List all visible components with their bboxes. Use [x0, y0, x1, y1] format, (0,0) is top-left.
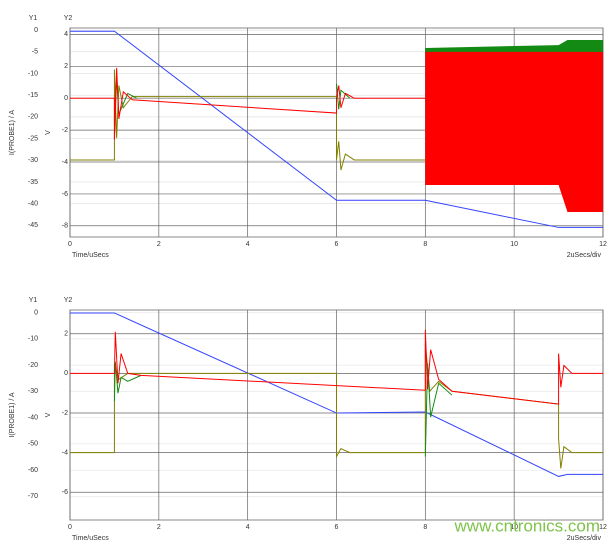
- y2-tick-label: -2: [62, 410, 68, 417]
- x-title: Time/uSecs: [72, 535, 109, 542]
- x-title: Time/uSecs: [72, 252, 109, 259]
- x-tick-label: 0: [68, 241, 72, 248]
- y1-tick-label: -40: [28, 414, 38, 421]
- y1-tick-label: -35: [28, 179, 38, 186]
- y2-tick-label: -8: [62, 223, 68, 230]
- y1-tick-label: -30: [28, 388, 38, 395]
- y1-tick-label: -15: [28, 92, 38, 99]
- x-scale: 2uSecs/div: [567, 252, 602, 259]
- y2-tick-label: -4: [62, 449, 68, 456]
- trace: [113, 361, 453, 457]
- watermark: www.cntronics.com: [454, 516, 600, 535]
- y1-tick-label: -40: [28, 200, 38, 207]
- x-tick-label: 4: [246, 241, 250, 248]
- y2-label: Y2: [64, 297, 73, 304]
- y1-label: Y1: [29, 297, 38, 304]
- y1-tick-label: -30: [28, 157, 38, 164]
- y2-tick-label: 0: [64, 95, 68, 102]
- y1-tick-label: -10: [28, 70, 38, 77]
- x-tick-label: 0: [68, 524, 72, 531]
- y2-tick-label: -2: [62, 127, 68, 134]
- y1-tick-label: -20: [28, 362, 38, 369]
- x-tick-label: 10: [510, 524, 518, 531]
- trace: [70, 30, 603, 228]
- y2-tick-label: -6: [62, 191, 68, 198]
- trace: [70, 69, 426, 171]
- y2-tick-label: 2: [64, 63, 68, 70]
- y2-tick-label: 2: [64, 331, 68, 338]
- x-tick-label: 12: [599, 524, 607, 531]
- y1-title: I(PROBE1) / A: [9, 392, 16, 437]
- x-tick-label: 4: [246, 524, 250, 531]
- x-tick-label: 8: [423, 524, 427, 531]
- oscillation-band: [425, 51, 603, 212]
- x-tick-label: 6: [335, 524, 339, 531]
- y1-title: I(PROBE1) / A: [9, 110, 16, 155]
- y2-tick-label: 4: [64, 31, 68, 38]
- x-tick-label: 2: [157, 524, 161, 531]
- x-tick-label: 8: [423, 241, 427, 248]
- y2-title: V: [45, 412, 52, 417]
- y1-tick-label: 0: [34, 309, 38, 316]
- y1-tick-label: -5: [32, 49, 38, 56]
- y1-label: Y1: [29, 15, 38, 22]
- y2-label: Y2: [64, 15, 73, 22]
- y1-tick-label: -10: [28, 336, 38, 343]
- y1-tick-label: -70: [28, 493, 38, 500]
- x-tick-label: 2: [157, 241, 161, 248]
- x-scale: 2uSecs/div: [567, 535, 602, 542]
- x-tick-label: 12: [599, 241, 607, 248]
- y1-tick-label: -45: [28, 222, 38, 229]
- y2-tick-label: -6: [62, 489, 68, 496]
- y2-title: V: [45, 130, 52, 135]
- y2-tick-label: -4: [62, 159, 68, 166]
- x-tick-label: 10: [510, 241, 518, 248]
- y1-tick-label: 0: [34, 27, 38, 34]
- y1-tick-label: -50: [28, 441, 38, 448]
- y2-tick-label: 0: [64, 370, 68, 377]
- trace: [70, 343, 603, 469]
- trace: [70, 329, 603, 405]
- trace: [70, 67, 426, 140]
- x-tick-label: 6: [335, 241, 339, 248]
- y1-tick-label: -25: [28, 135, 38, 142]
- y1-tick-label: -60: [28, 467, 38, 474]
- y1-tick-label: -20: [28, 114, 38, 121]
